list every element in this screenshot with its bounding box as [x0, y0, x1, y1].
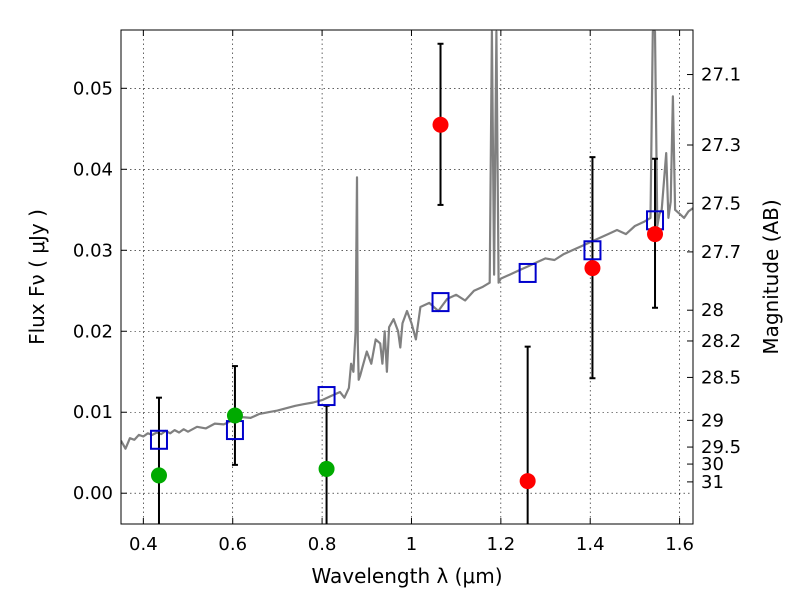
y-axis-label: Flux Fν ( μJy )	[25, 209, 49, 345]
mag-tick-label: 27.7	[701, 242, 741, 263]
observed-point	[647, 226, 664, 243]
model-photometry-square	[317, 386, 336, 407]
observed-point	[318, 460, 335, 477]
mag-tick-label: 30	[701, 454, 724, 475]
x-tick-label: 0.8	[308, 534, 337, 555]
plot-area	[121, 30, 693, 524]
x-tick-label: 0.4	[129, 534, 158, 555]
mag-tick-label: 27.1	[701, 65, 741, 86]
mag-tick-label: 31	[701, 472, 724, 493]
mag-tick-label: 28	[701, 300, 724, 321]
observed-point	[150, 467, 167, 484]
axes: 0.4 0.6 0.8 1 1.2 1.4 1.6 0.00 0.01 0.02 0.03 0.04 0…	[73, 30, 741, 555]
mag-tick-label: 27.3	[701, 135, 741, 156]
x-tick-label: 1.2	[487, 534, 516, 555]
y-tick-label: 0.02	[73, 321, 113, 342]
x-tick-label: 1.4	[576, 534, 605, 555]
y-tick-label: 0.04	[73, 159, 113, 180]
y-tick-label: 0.01	[73, 402, 113, 423]
y-axis-right-label: Magnitude (AB)	[759, 199, 783, 354]
mag-tick-label: 29	[701, 410, 724, 431]
plot-frame	[120, 29, 694, 525]
grid	[121, 30, 693, 524]
x-tick-label: 1.6	[665, 534, 694, 555]
observed-point	[519, 473, 536, 490]
sed-model-line	[121, 30, 693, 450]
model-photometry-square	[518, 262, 537, 283]
y-tick-label: 0.03	[73, 240, 113, 261]
model-photometry-square	[431, 292, 450, 313]
model-photometry-square	[583, 240, 602, 261]
observed-point	[584, 260, 601, 277]
mag-tick-label: 29.5	[701, 437, 741, 458]
model-photometry-square	[149, 429, 168, 450]
observed-point	[226, 407, 243, 424]
mag-tick-label: 27.5	[701, 193, 741, 214]
observed-point	[432, 116, 449, 133]
mag-tick-label: 28.5	[701, 367, 741, 388]
x-axis-label: Wavelength λ (μm)	[311, 564, 502, 588]
x-tick-label: 1	[406, 534, 417, 555]
x-tick-label: 0.6	[218, 534, 247, 555]
y-tick-label: 0.05	[73, 78, 113, 99]
y-tick-label: 0.00	[73, 483, 113, 504]
mag-tick-label: 28.2	[701, 331, 741, 352]
